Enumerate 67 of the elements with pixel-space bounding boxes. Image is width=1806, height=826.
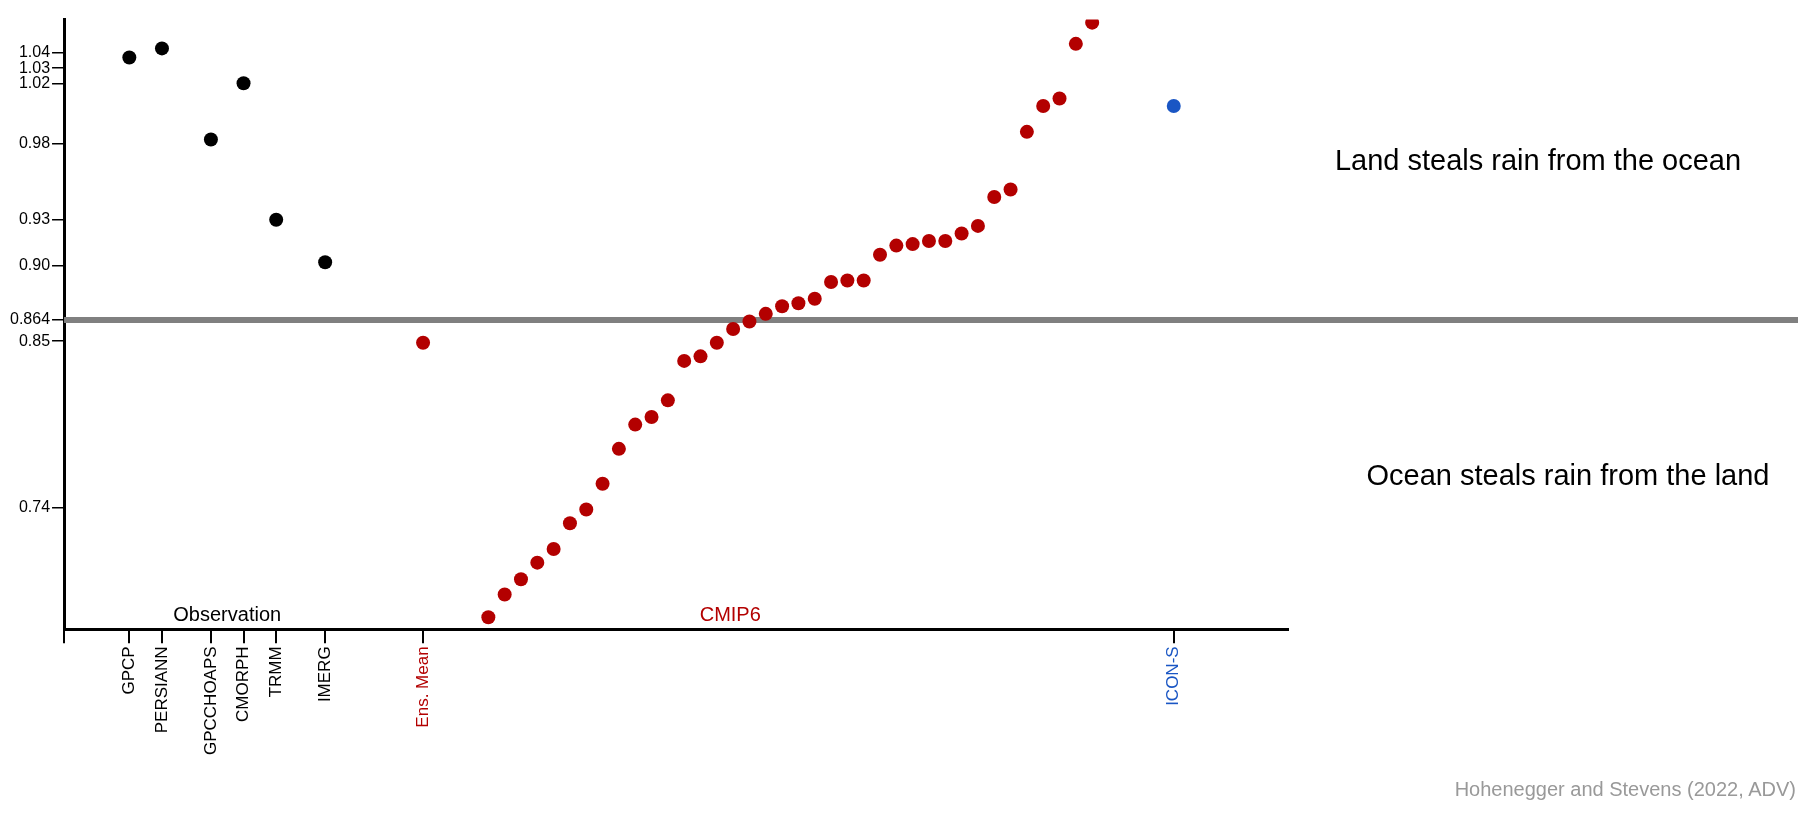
x-tick-label: TRMM [265,646,285,698]
point [154,41,169,56]
y-tick-label: 0.98 [18,134,51,152]
y-tick-label: 0.74 [18,498,51,516]
x-tick-label: GPCP [119,646,138,695]
y-tick-label: 1.04 [18,43,51,61]
point [1003,182,1018,197]
point [824,275,839,290]
point [203,132,218,147]
text: Land steals rain from the ocean [1334,143,1742,176]
point [122,50,137,65]
y-tick-label: 0.90 [18,255,51,273]
point [416,335,431,350]
text: Ocean steals rain from the land [1366,458,1770,491]
y-tick-label: 0.864 [9,310,51,328]
point [775,299,790,314]
point [987,190,1002,205]
point [840,273,855,288]
y-tick-label: 0.93 [18,210,51,228]
point [905,237,920,252]
point [889,238,904,253]
x-tick-label: Ens. Mean [412,646,432,728]
point [726,322,741,337]
point [709,335,724,350]
point [856,273,871,288]
x-tick-label: ICON-S [1163,646,1183,706]
point [579,502,594,517]
point [693,349,708,364]
x-tick-label: IMERG [314,646,334,703]
point [628,417,643,432]
point [236,76,251,91]
x-tick-label: GPCCHOAPS [200,646,220,756]
point [644,410,659,425]
point [742,314,757,329]
point [758,306,773,321]
point [677,353,692,368]
point [611,441,626,456]
x-tick-label: PERSIANN [151,646,171,734]
y-tick-label: 1.03 [18,58,51,76]
point [530,555,545,570]
point [481,610,496,625]
point [1052,91,1067,106]
point [791,296,806,311]
point [1019,124,1034,139]
point [807,291,822,306]
point [595,476,610,491]
point [1036,99,1051,114]
y-tick-label: 1.02 [18,73,51,91]
point [546,541,561,556]
text: Observation [173,602,282,625]
text: CMIP6 [699,602,761,625]
point [873,247,888,262]
text: Hohenegger and Stevens (2022, ADV) [1454,778,1796,800]
point [938,234,953,249]
point [269,212,284,227]
x-tick-label: CMORPH [233,646,253,722]
point [318,255,333,270]
point [921,234,936,249]
point [513,572,528,587]
point [1068,36,1083,51]
point [1166,99,1181,114]
y-tick-label: 0.85 [18,331,51,349]
point [562,516,577,531]
point [970,218,985,233]
point [660,393,675,408]
point [497,587,512,602]
point [954,226,969,241]
